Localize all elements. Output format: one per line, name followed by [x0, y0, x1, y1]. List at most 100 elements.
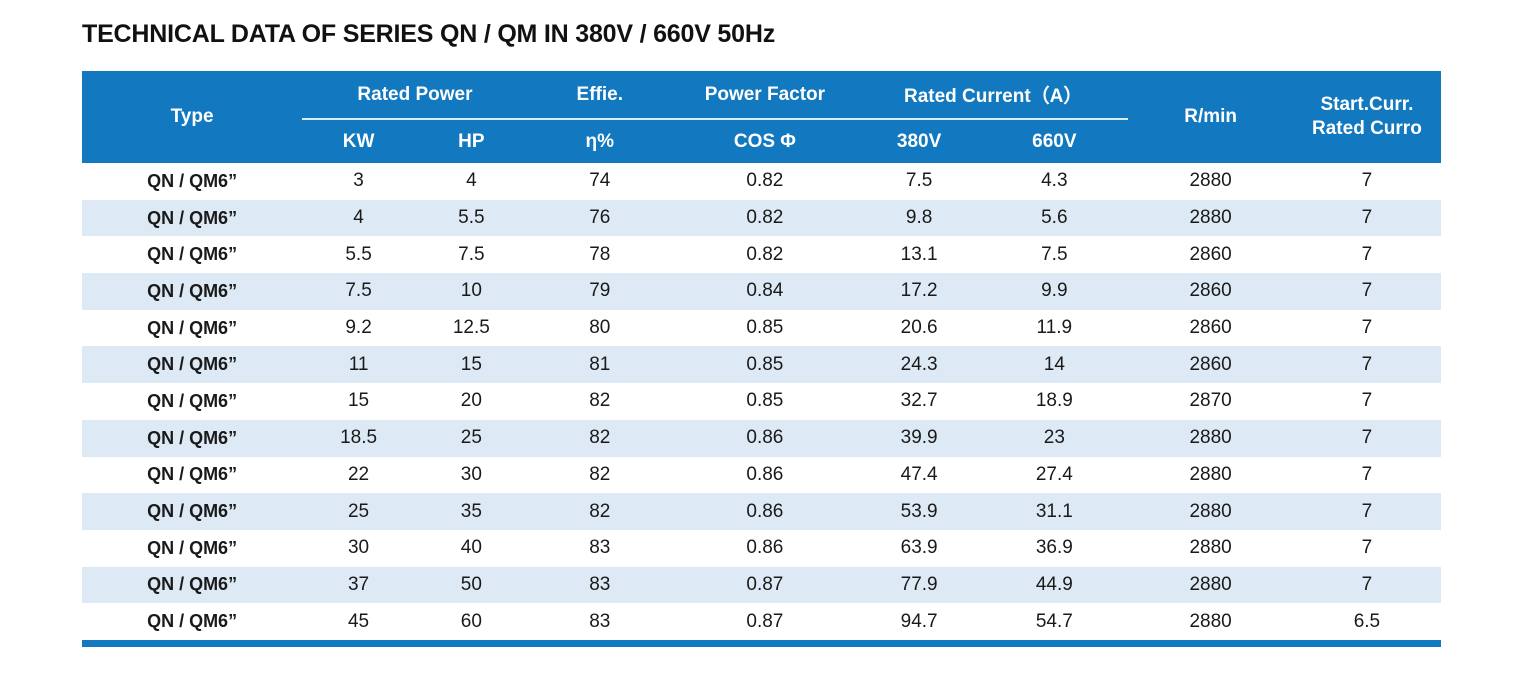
data-cell: 63.9	[900, 537, 938, 559]
col-header-eta-pct: η%	[527, 119, 672, 163]
data-cell: 9.8	[857, 199, 981, 237]
col-header-effie: Effie.	[527, 71, 672, 120]
data-cell: 36.9	[1035, 537, 1073, 559]
data-cell: 7.5	[905, 170, 933, 192]
data-cell: 2880	[1189, 170, 1232, 192]
data-cell: 2880	[1128, 199, 1293, 237]
data-cell: 25	[414, 419, 528, 457]
data-cell: 11.9	[1036, 317, 1073, 339]
data-cell: 82	[589, 463, 611, 485]
data-cell: 10	[414, 273, 528, 310]
table-row: QN / QM6” 18.5 25 82 0.86 39.9 23 2880 7	[82, 419, 1441, 457]
data-cell: 2860	[1189, 243, 1232, 265]
table-body: QN / QM6” 3 4 74 0.82 7.5 4.3 2880 7 QN / QM6” 4 5.…	[82, 163, 1441, 640]
data-cell: 82	[527, 493, 672, 530]
data-cell: 39.9	[857, 419, 981, 457]
data-cell: 11	[302, 346, 415, 384]
table-row: QN / QM6” 11 15 81 0.85 24.3 14 2860 7	[82, 346, 1441, 384]
data-cell: 7.5	[302, 273, 415, 310]
data-cell: 30	[460, 463, 482, 485]
data-cell: 0.87	[746, 610, 784, 632]
data-cell: 47.4	[900, 463, 938, 485]
data-cell: 2860	[1128, 273, 1293, 310]
table-row: QN / QM6” 22 30 82 0.86 47.4 27.4 2880 7	[82, 457, 1441, 494]
data-cell: 37	[302, 566, 415, 604]
data-cell: 23	[980, 419, 1129, 457]
data-cell: 7	[1361, 463, 1373, 485]
technical-data-table-wrap: Type Rated Power Effie. Power Factor Rat…	[82, 71, 1441, 647]
data-cell: 60	[460, 610, 482, 632]
data-cell: 2880	[1128, 419, 1293, 457]
col-header-380v: 380V	[857, 119, 981, 163]
data-cell: 0.85	[746, 390, 784, 412]
data-cell: 20	[460, 390, 482, 412]
data-cell: 2860	[1128, 346, 1293, 384]
table-row: QN / QM6” 15 20 82 0.85 32.7 18.9 2870 7	[82, 383, 1441, 420]
data-cell: 78	[589, 243, 611, 265]
table-row: QN / QM6” 5.5 7.5 78 0.82 13.1 7.5 2860 7	[82, 236, 1441, 273]
data-cell: 0.86	[746, 537, 784, 559]
data-cell: 2880	[1189, 463, 1232, 485]
data-cell: 7	[1361, 390, 1373, 412]
type-cell: QN / QM6”	[82, 346, 303, 384]
data-cell: 14	[980, 346, 1129, 384]
data-cell: 7	[1292, 346, 1441, 384]
table-row: QN / QM6” 37 50 83 0.87 77.9 44.9 2880 7	[82, 566, 1441, 604]
page-title: TECHNICAL DATA OF SERIES QN / QM IN 380V…	[82, 20, 775, 48]
data-cell: 2870	[1189, 390, 1232, 412]
data-cell: 13.1	[900, 243, 938, 265]
data-cell: 76	[527, 199, 672, 237]
data-cell: 0.86	[746, 463, 784, 485]
data-cell: 0.85	[746, 317, 784, 339]
col-header-type: Type	[82, 71, 303, 163]
data-cell: 0.85	[671, 346, 858, 384]
data-cell: 3	[353, 170, 364, 192]
data-cell: 5.6	[980, 199, 1129, 237]
table-header: Type Rated Power Effie. Power Factor Rat…	[82, 71, 1441, 163]
data-cell: 7	[1361, 243, 1373, 265]
data-cell: 0.82	[671, 199, 858, 237]
data-cell: 9.9	[980, 273, 1129, 310]
data-cell: 30	[347, 537, 370, 559]
data-cell: 2860	[1189, 317, 1232, 339]
type-cell: QN / QM6”	[147, 611, 238, 632]
data-cell: 54.7	[1035, 610, 1073, 632]
col-header-rmin: R/min	[1128, 71, 1293, 163]
data-cell: 4	[466, 170, 477, 192]
data-cell: 24.3	[857, 346, 981, 384]
data-cell: 94.7	[900, 610, 938, 632]
data-cell: 82	[589, 390, 611, 412]
table-bottom-border	[82, 639, 1441, 647]
col-header-hp: HP	[414, 119, 528, 163]
data-cell: 6.5	[1353, 610, 1381, 632]
type-cell: QN / QM6”	[147, 170, 238, 191]
type-cell: QN / QM6”	[82, 273, 303, 310]
type-cell: QN / QM6”	[82, 566, 303, 604]
data-cell: 7	[1361, 537, 1373, 559]
data-cell: 79	[527, 273, 672, 310]
data-cell: 27.4	[1035, 463, 1073, 485]
data-cell: 5.5	[345, 243, 372, 265]
type-cell: QN / QM6”	[147, 390, 238, 411]
type-cell: QN / QM6”	[82, 419, 303, 457]
data-cell: 2880	[1128, 566, 1293, 604]
data-cell: 2880	[1189, 610, 1232, 632]
type-cell: QN / QM6”	[147, 537, 238, 558]
data-cell: 20.6	[900, 317, 938, 339]
data-cell: 53.9	[857, 493, 981, 530]
data-cell: 7	[1292, 566, 1441, 604]
data-cell: 80	[589, 317, 611, 339]
data-cell: 0.86	[671, 419, 858, 457]
data-cell: 7	[1292, 419, 1441, 457]
data-cell: 81	[527, 346, 672, 384]
start-curr-line2: Rated Curro	[1312, 118, 1422, 139]
data-cell: 74	[589, 170, 611, 192]
data-cell: 7.5	[1041, 243, 1068, 265]
col-header-power-factor: Power Factor	[671, 71, 858, 120]
data-cell: 0.82	[746, 170, 784, 192]
data-cell: 2880	[1189, 537, 1232, 559]
data-cell: 7	[1361, 170, 1373, 192]
data-cell: 7	[1292, 493, 1441, 530]
data-cell: 18.5	[302, 419, 415, 457]
table-row: QN / QM6” 9.2 12.5 80 0.85 20.6 11.9 2860 7	[82, 310, 1441, 347]
